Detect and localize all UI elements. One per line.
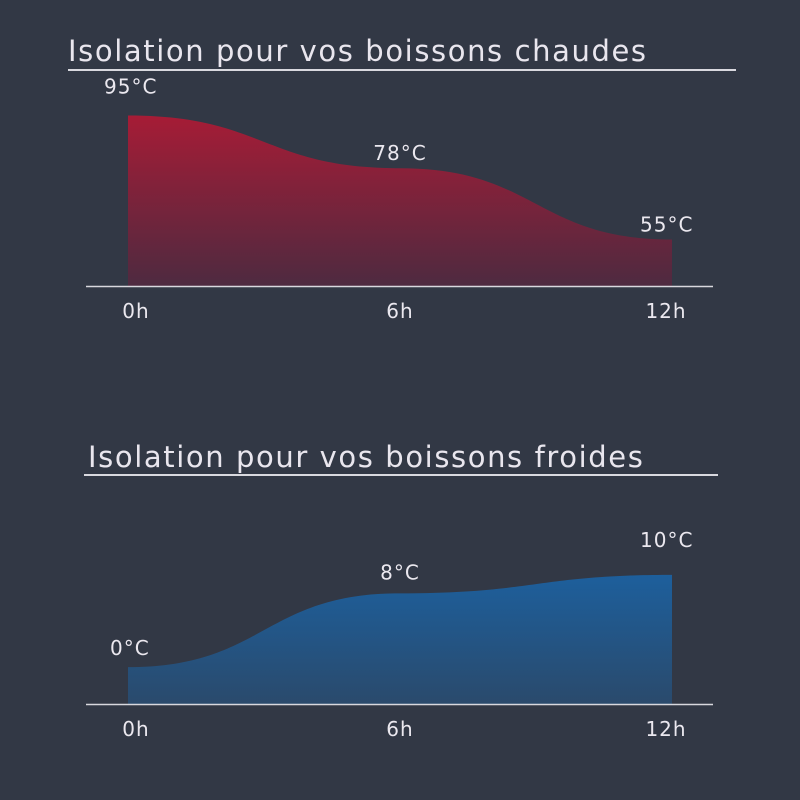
x-tick-label: 12h [645, 299, 686, 323]
chart-title: Isolation pour vos boissons froides [88, 440, 645, 474]
x-tick-label: 0h [122, 717, 149, 741]
title-underline [84, 474, 718, 476]
data-label: 55°C [640, 213, 693, 237]
x-tick-label: 0h [122, 299, 149, 323]
hot-chart-plot: 0h 6h 12h 95°C 78°C 55°C [86, 75, 713, 323]
cold-drinks-chart: Isolation pour vos boissons froides 0h 6h… [0, 400, 800, 800]
data-label: 10°C [640, 528, 693, 552]
data-label: 0°C [110, 636, 150, 660]
hot-drinks-chart: Isolation pour vos boissons chaudes 0h 6h… [68, 34, 736, 323]
x-tick-label: 12h [645, 717, 686, 741]
title-underline [68, 69, 736, 71]
data-label: 78°C [373, 141, 426, 165]
x-tick-label: 6h [386, 299, 413, 323]
x-tick-label: 6h [386, 717, 413, 741]
cold-chart-plot: 0h 6h 12h 0°C 8°C 10°C [86, 528, 713, 741]
series-area [128, 115, 672, 286]
data-label: 95°C [104, 75, 157, 99]
data-label: 8°C [380, 560, 420, 584]
series-area [128, 574, 672, 704]
chart-title: Isolation pour vos boissons chaudes [68, 34, 648, 68]
